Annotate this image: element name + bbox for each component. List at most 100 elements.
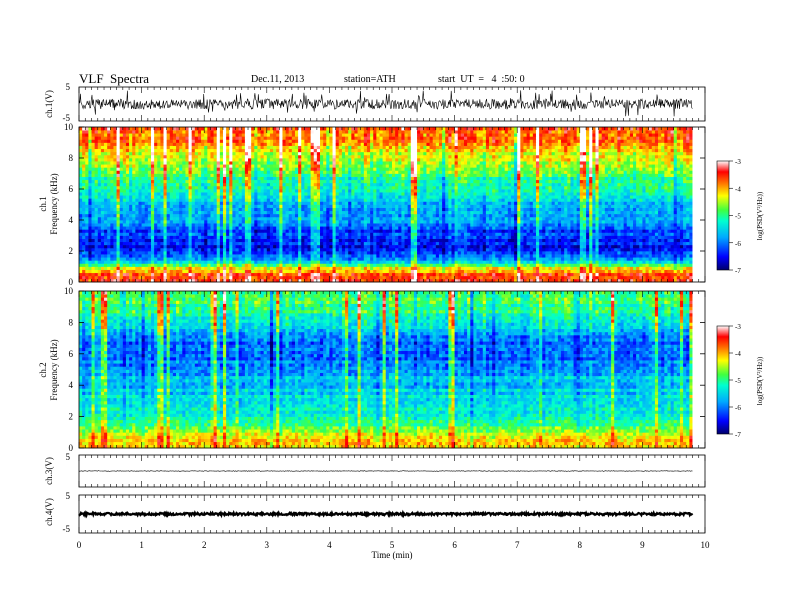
ch1-spectrogram-cell	[294, 260, 299, 264]
ch1-spectrogram-cell	[370, 216, 374, 221]
ch1-spectrogram-cell	[542, 244, 546, 249]
ch1-spectrogram-cell	[169, 260, 174, 264]
ch1-spectrogram-cell	[398, 260, 402, 264]
ch1-spectrogram-cell	[219, 269, 224, 274]
ch1-spectrogram-cell	[482, 232, 487, 236]
ch1-spectrogram-cell	[235, 269, 239, 274]
ch1-spectrogram-cell	[557, 278, 562, 283]
ch1-spectrogram-cell	[251, 210, 255, 215]
ch1-spectrogram-cell	[676, 235, 681, 239]
ch1-spectrogram-cell	[582, 278, 587, 283]
ch1-spectrogram-cell	[257, 229, 261, 233]
ch1-spectrogram-cell	[570, 238, 574, 243]
ch1-spectrogram-cell	[554, 220, 559, 224]
ch1-spectrogram-cell	[548, 213, 552, 218]
ch1-spectrogram-cell	[529, 257, 534, 261]
ch1-spectrogram-cell	[282, 266, 286, 270]
ch1-spectrogram-cell	[326, 220, 330, 224]
ch1-spectrogram-cell	[238, 223, 243, 227]
ch1-spectrogram-cell	[85, 275, 89, 280]
ch1-spectrogram-cell	[442, 229, 446, 233]
ch1-spectrogram-cell	[467, 220, 471, 224]
ch1-spectrogram-cell	[188, 257, 193, 261]
ch1-spectrogram-cell	[107, 244, 111, 249]
ch1-spectrogram-cell	[670, 216, 675, 221]
ch1-spectrogram-cell	[598, 235, 603, 239]
ch1-spectrogram-cell	[91, 229, 95, 233]
ch1-spectrogram-cell	[582, 269, 587, 274]
ch1-spectrogram-cell	[529, 226, 534, 230]
ch1-spectrogram-cell	[561, 216, 565, 221]
ch1-spectrogram-cell	[97, 251, 102, 255]
ch1-spectrogram-cell	[673, 275, 678, 280]
ch1-spectrogram-cell	[135, 223, 139, 227]
ch1-spectrogram-cell	[366, 213, 371, 218]
ch1-spectrogram-cell	[667, 275, 671, 280]
ch1-spectrogram-cell	[122, 201, 127, 205]
ch1-spectrogram-cell	[213, 266, 218, 270]
ch1-spectrogram-cell	[172, 210, 177, 215]
ch1-spectrogram-cell	[169, 229, 174, 233]
ch1-spectrogram-cell	[166, 207, 171, 212]
ch1-spectrogram-cell	[498, 238, 502, 243]
ch1-spectrogram-cell	[150, 216, 155, 221]
ch1-spectrogram-cell	[557, 226, 562, 230]
ch1-spectrogram-cell	[661, 213, 665, 218]
ch1-spectrogram-cell	[182, 226, 186, 230]
ch1-spectrogram-cell	[689, 213, 693, 218]
ch1-spectrogram-cell	[554, 232, 559, 236]
ch1-spectrogram-cell	[501, 260, 506, 264]
ch1-spectrogram-cell	[636, 220, 640, 224]
ch1-spectrogram-cell	[664, 257, 668, 261]
ch1-spectrogram-cell	[535, 226, 540, 230]
ch1-spectrogram-cell	[429, 272, 434, 277]
ch1-spectrogram-cell	[254, 272, 258, 277]
ch1-spectrogram-cell	[235, 251, 239, 255]
ch1-spectrogram-cell	[100, 260, 105, 264]
ch1-spectrogram-cell	[604, 220, 609, 224]
ch1-spectrogram-cell	[589, 266, 593, 270]
ch1-spectrogram-cell	[298, 278, 302, 283]
ch1-spectrogram-cell	[598, 241, 603, 246]
ch1-spectrogram-cell	[301, 260, 305, 264]
ch1-spectrogram-cell	[492, 278, 496, 283]
ch1-spectrogram-cell	[366, 260, 371, 264]
ch1-spectrogram-cell	[116, 220, 121, 224]
ch1-spectrogram-cell	[504, 210, 509, 215]
ch1-spectrogram-cell	[122, 251, 127, 255]
ch1-spectrogram-cell	[138, 263, 142, 267]
ch1-spectrogram-cell	[539, 278, 543, 283]
ch1-spectrogram-cell	[626, 278, 631, 283]
ch1-spectrogram-cell	[507, 216, 512, 221]
ch1-spectrogram-cell	[607, 257, 612, 261]
ch1-spectrogram-cell	[545, 232, 549, 236]
ch1-spectrogram-cell	[310, 220, 315, 224]
ch1-spectrogram-cell	[485, 260, 490, 264]
ch1-spectrogram-cell	[523, 272, 527, 277]
ch1-spectrogram-cell	[589, 263, 593, 267]
ch1-spectrogram-cell	[298, 266, 302, 270]
ch1-spectrogram-cell	[670, 251, 675, 255]
ch1-spectrogram-cell	[176, 263, 180, 267]
ch1-spectrogram-cell	[107, 260, 111, 264]
ch1-spectrogram-cell	[445, 238, 449, 243]
ch1-spectrogram-cell	[232, 223, 236, 227]
ch1-spectrogram-cell	[510, 238, 515, 243]
ch1-spectrogram-cell	[535, 251, 540, 255]
ch1-spectrogram-cell	[238, 229, 243, 233]
ch1-spectrogram-cell	[82, 216, 86, 221]
ch1-spectrogram-cell	[301, 220, 305, 224]
ch1-spectrogram-cell	[263, 247, 268, 252]
ch1-spectrogram-cell	[169, 241, 174, 246]
ch1-spectrogram-cell	[154, 216, 158, 221]
ch1-spectrogram-cell	[445, 223, 449, 227]
ch1-spectrogram-cell	[501, 238, 506, 243]
ch1-spectrogram-cell	[520, 229, 524, 233]
ch1-spectrogram-cell	[463, 251, 468, 255]
ch1-spectrogram-cell	[407, 226, 412, 230]
ch1-spectrogram-cell	[282, 247, 286, 252]
ch1-spectrogram-cell	[683, 257, 687, 261]
ch1-spectrogram-cell	[470, 266, 474, 270]
ch1-spectrogram-cell	[501, 229, 506, 233]
ch1-spectrogram-cell	[623, 207, 628, 212]
